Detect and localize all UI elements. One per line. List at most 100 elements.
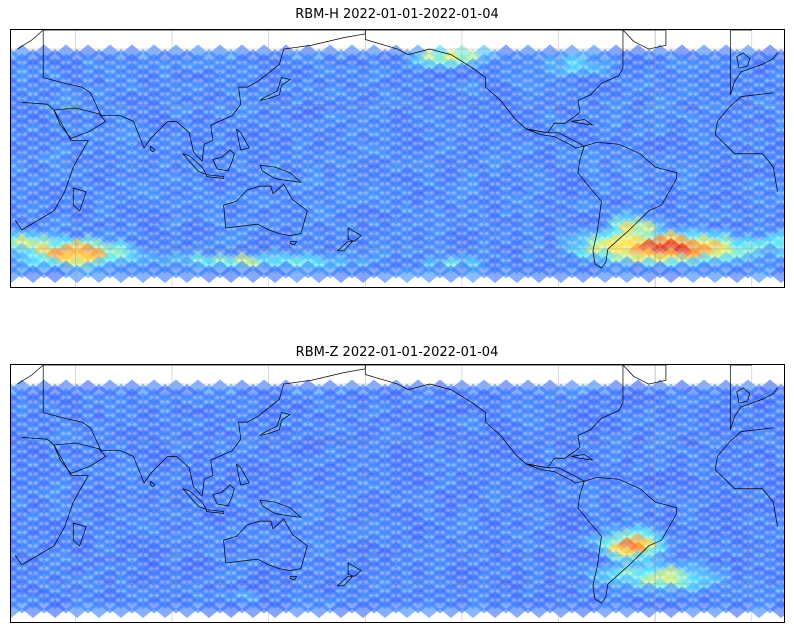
data-cell <box>11 80 33 99</box>
data-cell <box>363 595 385 614</box>
data-cell <box>462 76 484 95</box>
data-cell <box>308 76 330 95</box>
coastline <box>736 387 751 404</box>
data-cell <box>572 76 594 95</box>
data-cell <box>187 260 209 279</box>
data-cell <box>616 265 638 284</box>
data-cell <box>715 260 737 279</box>
data-cell <box>33 595 55 614</box>
coastline <box>206 509 224 514</box>
coastline <box>212 484 235 507</box>
data-cell <box>341 595 363 614</box>
data-cell <box>583 595 605 614</box>
data-cell <box>198 76 220 95</box>
data-cell <box>275 80 297 99</box>
data-cell <box>506 265 528 284</box>
data-cell <box>209 260 231 279</box>
data-cell <box>198 600 220 619</box>
coastline <box>72 187 87 212</box>
coastline <box>72 522 87 547</box>
data-cell <box>22 265 44 284</box>
rbm-z-map-svg <box>11 365 784 622</box>
data-cell <box>484 600 506 619</box>
cell-layer <box>11 379 784 619</box>
data-cell <box>418 76 440 95</box>
data-cell <box>462 600 484 619</box>
data-cell <box>627 260 649 279</box>
data-cell <box>385 595 407 614</box>
data-cell <box>385 80 407 99</box>
coastline <box>729 30 752 95</box>
data-cell <box>44 265 66 284</box>
map-title-rbm-h: RBM-H 2022-01-01-2022-01-04 <box>295 7 499 22</box>
data-cell <box>649 80 671 99</box>
data-cell <box>22 76 44 95</box>
data-cell <box>88 600 110 619</box>
data-cell <box>748 600 770 619</box>
data-cell <box>385 260 407 279</box>
data-cell <box>220 265 242 284</box>
data-cell <box>330 600 352 619</box>
data-cell <box>319 80 341 99</box>
data-cell <box>407 260 429 279</box>
data-cell <box>682 76 704 95</box>
data-cell <box>286 76 308 95</box>
data-cell <box>33 260 55 279</box>
data-cell <box>275 260 297 279</box>
data-cell <box>506 600 528 619</box>
data-cell <box>154 600 176 619</box>
data-cell <box>66 76 88 95</box>
data-cell <box>286 600 308 619</box>
coastline <box>729 387 778 430</box>
coastline <box>150 145 156 153</box>
data-cell <box>748 76 770 95</box>
coastline <box>571 454 594 461</box>
data-cell <box>671 260 693 279</box>
data-cell <box>737 80 759 99</box>
data-cell <box>253 80 275 99</box>
data-cell <box>660 600 682 619</box>
data-cell <box>594 265 616 284</box>
data-cell <box>484 265 506 284</box>
coastline <box>714 92 774 135</box>
coastline <box>212 149 235 172</box>
data-cell <box>473 595 495 614</box>
data-cell <box>616 76 638 95</box>
data-cell <box>649 260 671 279</box>
data-cell <box>715 595 737 614</box>
data-cell <box>473 80 495 99</box>
coastline <box>289 240 298 246</box>
data-cell <box>748 265 770 284</box>
data-cell <box>176 265 198 284</box>
data-cell <box>616 600 638 619</box>
data-cell <box>737 260 759 279</box>
data-cell <box>495 595 517 614</box>
data-cell <box>638 265 660 284</box>
data-cell <box>66 265 88 284</box>
data-cell <box>572 600 594 619</box>
data-cell <box>363 80 385 99</box>
coastline <box>577 476 677 604</box>
data-cell <box>374 600 396 619</box>
data-cell <box>88 265 110 284</box>
data-cell <box>308 265 330 284</box>
data-cell <box>374 76 396 95</box>
coastline <box>571 119 594 126</box>
data-cell <box>11 265 22 284</box>
data-cell <box>561 80 583 99</box>
data-cell <box>132 76 154 95</box>
cell-layer <box>11 44 784 284</box>
data-cell <box>341 80 363 99</box>
data-cell <box>539 80 561 99</box>
data-cell <box>286 265 308 284</box>
data-cell <box>11 260 33 279</box>
data-cell <box>176 76 198 95</box>
data-cell <box>726 265 748 284</box>
coastline <box>259 412 292 436</box>
coastline <box>182 153 208 176</box>
coastline <box>17 365 44 385</box>
data-cell <box>429 595 451 614</box>
coastline <box>622 30 667 50</box>
data-cell <box>264 600 286 619</box>
data-cell <box>132 265 154 284</box>
